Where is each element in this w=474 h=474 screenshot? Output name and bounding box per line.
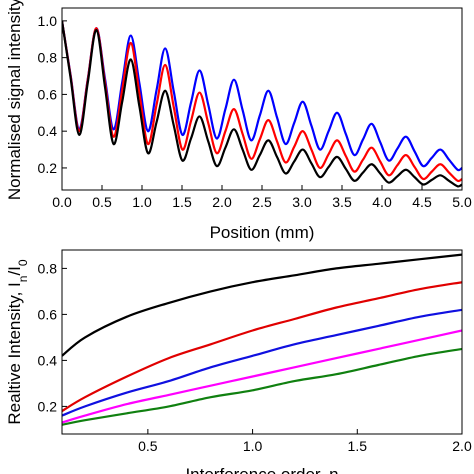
x-axis-label: Interference order, n [185, 465, 338, 474]
plot-frame [61, 249, 463, 435]
x-tick-label: 4.0 [372, 194, 392, 210]
x-tick-label: 0.5 [138, 438, 158, 454]
y-axis-label: Realtive Intensity, In/I0 [5, 259, 30, 425]
y-tick-label: 0.2 [38, 160, 58, 176]
y-tick-label: 0.8 [38, 50, 58, 66]
y-label-part: Realtive Intensity, I [5, 282, 24, 424]
x-tick-label: 3.5 [332, 194, 352, 210]
y-label-part: /I [5, 266, 24, 275]
data-line [62, 347, 462, 426]
y-tick-label: 0.4 [38, 352, 58, 368]
x-tick-label: 0.0 [52, 194, 72, 210]
data-line [62, 308, 462, 417]
y-tick-label: 0.6 [38, 86, 58, 102]
x-tick-label: 2.0 [452, 438, 472, 454]
plot-lines [62, 253, 462, 426]
data-line [62, 281, 462, 412]
x-tick-label: 4.5 [412, 194, 432, 210]
x-tick-label: 1.0 [132, 194, 152, 210]
y-tick-label: 0.8 [38, 260, 58, 276]
x-tick-label: 0.5 [92, 194, 112, 210]
data-line [62, 20, 462, 188]
plot-lines [62, 20, 462, 188]
x-tick-label: 1.5 [172, 194, 192, 210]
y-label-subscript: n [16, 276, 30, 283]
y-tick-label: 0.2 [38, 398, 58, 414]
x-tick-label: 1.5 [348, 438, 368, 454]
x-tick-label: 2.5 [252, 194, 272, 210]
y-tick-label: 1.0 [38, 13, 58, 29]
data-line [62, 20, 462, 183]
x-tick-label: 5.0 [452, 194, 472, 210]
y-tick-label: 0.6 [38, 306, 58, 322]
x-axis-label: Position (mm) [210, 223, 315, 242]
y-axis-label: Normalised signal intensity [5, 0, 24, 200]
data-line [62, 253, 462, 357]
x-tick-label: 2.0 [212, 194, 232, 210]
x-tick-label: 3.0 [292, 194, 312, 210]
x-tick-label: 1.0 [243, 438, 263, 454]
y-label-subscript: 0 [16, 259, 30, 266]
data-line [62, 329, 462, 424]
y-tick-label: 0.4 [38, 123, 58, 139]
data-line [62, 20, 462, 172]
